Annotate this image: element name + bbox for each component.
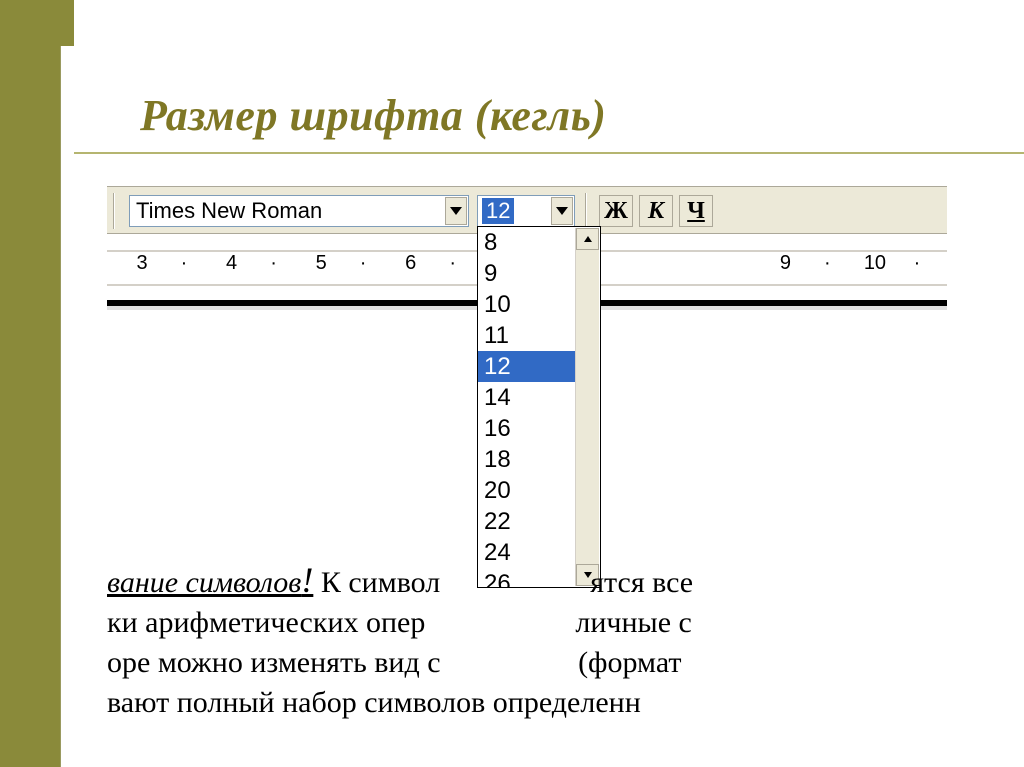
text-line: ки арифметических оперличные с: [107, 603, 947, 643]
text-line: вают полный набор символов определенн: [107, 683, 947, 723]
font-size-dropdown-button[interactable]: [551, 197, 573, 225]
font-size-combobox[interactable]: 12: [477, 195, 575, 227]
page-title: Размер шрифта (кегль): [140, 90, 1000, 141]
size-option[interactable]: 16: [478, 413, 576, 444]
font-size-value: 12: [482, 198, 514, 224]
bold-label: Ж: [604, 198, 628, 225]
font-name-combobox[interactable]: Times New Roman: [129, 195, 469, 227]
italic-button[interactable]: К: [639, 195, 673, 227]
scroll-up-button[interactable]: [576, 228, 599, 250]
size-option[interactable]: 8: [478, 227, 576, 258]
size-option[interactable]: 20: [478, 475, 576, 506]
title-underline: [74, 152, 1024, 154]
toolbar-separator: [113, 193, 116, 229]
slide: Размер шрифта (кегль) Times New Roman 12…: [0, 0, 1024, 767]
size-option[interactable]: 11: [478, 320, 576, 351]
template-corner: [42, 0, 74, 46]
document-body-text: вание символов! К символятся все ки ариф…: [107, 560, 947, 723]
font-size-dropdown-list[interactable]: 8 9 10 11 12 14 16 18 20 22 24 26: [477, 226, 601, 588]
underline-label: Ч: [687, 198, 705, 225]
size-option[interactable]: 22: [478, 506, 576, 537]
underline-button[interactable]: Ч: [679, 195, 713, 227]
chevron-up-icon: [583, 234, 593, 244]
text-line: оре можно изменять вид с (формат: [107, 643, 947, 683]
template-left-band: [0, 0, 74, 767]
font-name-dropdown-button[interactable]: [445, 197, 467, 225]
size-option[interactable]: 18: [478, 444, 576, 475]
size-list-scrollbar[interactable]: [575, 228, 599, 586]
size-list-items: 8 9 10 11 12 14 16 18 20 22 24 26: [478, 227, 576, 587]
size-option[interactable]: 14: [478, 382, 576, 413]
chevron-down-icon: [556, 207, 568, 215]
size-option[interactable]: 10: [478, 289, 576, 320]
bold-button[interactable]: Ж: [599, 195, 633, 227]
size-option-selected[interactable]: 12: [478, 351, 576, 382]
font-name-value: Times New Roman: [136, 198, 322, 224]
text-line: вание символов! К символятся все: [107, 560, 947, 603]
italic-label: К: [648, 198, 664, 225]
size-option[interactable]: 9: [478, 258, 576, 289]
toolbar-separator: [585, 193, 588, 229]
chevron-down-icon: [450, 207, 462, 215]
